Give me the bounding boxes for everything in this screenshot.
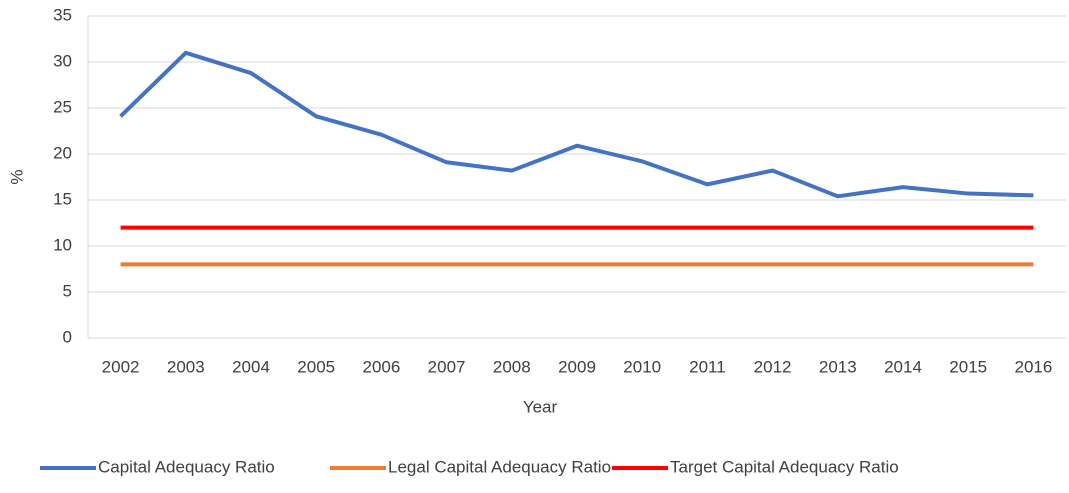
y-tick-label: 35 [53, 5, 72, 24]
x-axis-label: Year [523, 397, 558, 416]
x-tick-label: 2016 [1014, 357, 1052, 376]
x-tick-label: 2006 [362, 357, 400, 376]
x-tick-label: 2005 [297, 357, 335, 376]
x-tick-label: 2003 [167, 357, 205, 376]
y-tick-label: 20 [53, 143, 72, 162]
y-tick-label: 10 [53, 235, 72, 254]
x-tick-label: 2008 [493, 357, 531, 376]
x-tick-label: 2012 [754, 357, 792, 376]
x-tick-label: 2002 [102, 357, 140, 376]
y-tick-label: 25 [53, 97, 72, 116]
y-tick-label: 0 [63, 327, 72, 346]
x-tick-label: 2011 [689, 357, 726, 376]
legend-label: Legal Capital Adequacy Ratio [388, 457, 611, 476]
legend-label: Capital Adequacy Ratio [98, 457, 275, 476]
legend-label: Target Capital Adequacy Ratio [670, 457, 899, 476]
x-tick-label: 2009 [558, 357, 596, 376]
x-tick-label: 2007 [428, 357, 466, 376]
series-line [119, 50, 1034, 199]
x-tick-label: 2010 [623, 357, 661, 376]
y-tick-label: 15 [53, 189, 72, 208]
y-axis-label: % [7, 169, 26, 184]
x-tick-label: 2015 [949, 357, 987, 376]
y-tick-label: 5 [63, 281, 72, 300]
x-tick-label: 2004 [232, 357, 270, 376]
x-tick-label: 2014 [884, 357, 922, 376]
y-tick-label: 30 [53, 51, 72, 70]
x-tick-label: 2013 [819, 357, 857, 376]
